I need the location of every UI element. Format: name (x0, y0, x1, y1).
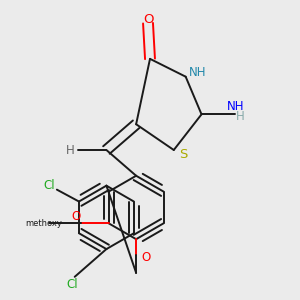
Text: O: O (143, 13, 153, 26)
Text: S: S (179, 148, 188, 161)
Text: NH: NH (226, 100, 244, 113)
Text: O: O (71, 210, 80, 223)
Text: NH: NH (189, 66, 206, 79)
Text: H: H (236, 110, 244, 123)
Text: Cl: Cl (66, 278, 77, 291)
Text: O: O (141, 251, 151, 265)
Text: H: H (66, 143, 75, 157)
Text: Cl: Cl (43, 179, 55, 192)
Text: methoxy: methoxy (26, 219, 62, 228)
